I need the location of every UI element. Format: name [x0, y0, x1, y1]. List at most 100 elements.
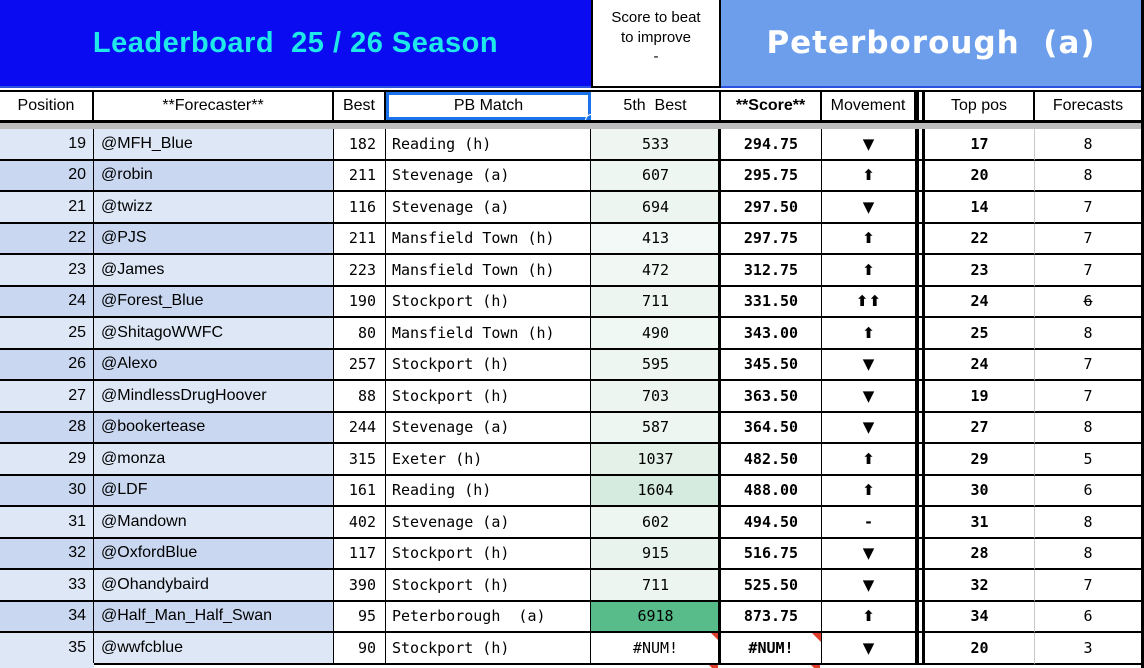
fifth-best-cell[interactable]: 1604 [591, 475, 721, 507]
movement-cell[interactable]: ⬆ [822, 160, 916, 192]
best-cell[interactable]: 117 [334, 538, 386, 570]
forecaster-cell[interactable]: @monza [94, 444, 334, 476]
score-cell[interactable]: 364.50 [718, 412, 822, 444]
position-cell[interactable]: 30 [0, 475, 94, 507]
pb-match-cell[interactable]: Stevenage (a) [386, 412, 591, 444]
movement-cell[interactable]: ▼ [822, 538, 916, 570]
position-cell[interactable]: 26 [0, 349, 94, 381]
header-movement[interactable]: Movement [822, 92, 916, 120]
pb-match-cell[interactable]: Stockport (h) [386, 633, 591, 665]
movement-cell[interactable]: ⬆ [822, 475, 916, 507]
pb-match-cell[interactable]: Stevenage (a) [386, 160, 591, 192]
season-title-cell[interactable]: Leaderboard 25 / 26 Season [0, 0, 591, 88]
forecasts-cell[interactable]: 6 [1035, 286, 1141, 318]
pb-match-cell[interactable]: Mansfield Town (h) [386, 318, 591, 350]
movement-cell[interactable]: ⬆ [822, 223, 916, 255]
score-cell[interactable]: 312.75 [718, 255, 822, 287]
score-cell[interactable]: 297.75 [718, 223, 822, 255]
header-score[interactable]: **Score** [721, 92, 822, 120]
best-cell[interactable]: 211 [334, 160, 386, 192]
best-cell[interactable]: 190 [334, 286, 386, 318]
header-pb-match-selected-cell[interactable]: PB Match [386, 92, 591, 120]
position-cell[interactable]: 27 [0, 381, 94, 413]
score-cell[interactable]: 363.50 [718, 381, 822, 413]
movement-cell[interactable]: ⬆ [822, 444, 916, 476]
header-fifth-best[interactable]: 5th Best [591, 92, 721, 120]
movement-cell[interactable]: ▼ [822, 192, 916, 224]
score-cell[interactable]: 345.50 [718, 349, 822, 381]
position-cell[interactable]: 28 [0, 412, 94, 444]
forecasts-cell[interactable]: 6 [1035, 475, 1141, 507]
forecasts-cell[interactable]: 8 [1035, 538, 1141, 570]
header-top-pos[interactable]: Top pos [925, 92, 1035, 120]
best-cell[interactable]: 95 [334, 601, 386, 633]
forecaster-cell[interactable]: @Alexo [94, 349, 334, 381]
position-cell[interactable]: 33 [0, 570, 94, 602]
fifth-best-cell[interactable]: 490 [591, 318, 721, 350]
best-cell[interactable]: 402 [334, 507, 386, 539]
best-cell[interactable]: 88 [334, 381, 386, 413]
score-cell[interactable]: #NUM! [718, 633, 822, 665]
fifth-best-cell[interactable]: 711 [591, 570, 721, 602]
fifth-best-cell[interactable]: #NUM! [591, 633, 721, 665]
best-cell[interactable]: 161 [334, 475, 386, 507]
pb-match-cell[interactable]: Stockport (h) [386, 349, 591, 381]
frozen-row-bar[interactable] [0, 123, 1141, 129]
fifth-best-cell[interactable]: 587 [591, 412, 721, 444]
top-pos-cell[interactable]: 29 [925, 444, 1035, 476]
header-forecaster[interactable]: **Forecaster** [94, 92, 334, 120]
top-pos-cell[interactable]: 23 [925, 255, 1035, 287]
fifth-best-cell[interactable]: 533 [591, 129, 721, 161]
forecasts-cell[interactable]: 7 [1035, 192, 1141, 224]
score-cell[interactable]: 482.50 [718, 444, 822, 476]
top-pos-cell[interactable]: 27 [925, 412, 1035, 444]
forecaster-cell[interactable]: @Mandown [94, 507, 334, 539]
movement-cell[interactable]: ▼ [822, 570, 916, 602]
top-pos-cell[interactable]: 24 [925, 349, 1035, 381]
movement-cell[interactable]: - [822, 507, 916, 539]
top-pos-cell[interactable]: 17 [925, 129, 1035, 161]
forecasts-cell[interactable]: 7 [1035, 349, 1141, 381]
position-cell[interactable]: 20 [0, 160, 94, 192]
score-to-beat-cell[interactable]: Score to beat to improve - [591, 0, 721, 88]
forecasts-cell[interactable]: 6 [1035, 601, 1141, 633]
movement-cell[interactable]: ⬆ [822, 255, 916, 287]
forecaster-cell[interactable]: @ShitagoWWFC [94, 318, 334, 350]
forecaster-cell[interactable]: @robin [94, 160, 334, 192]
forecaster-cell[interactable]: @OxfordBlue [94, 538, 334, 570]
position-cell[interactable]: 24 [0, 286, 94, 318]
forecaster-cell[interactable]: @Forest_Blue [94, 286, 334, 318]
fifth-best-cell[interactable]: 703 [591, 381, 721, 413]
best-cell[interactable]: 257 [334, 349, 386, 381]
forecasts-cell[interactable]: 8 [1035, 507, 1141, 539]
selection-handle-icon[interactable] [585, 114, 591, 120]
score-cell[interactable]: 488.00 [718, 475, 822, 507]
forecasts-cell[interactable]: 7 [1035, 223, 1141, 255]
best-cell[interactable]: 116 [334, 192, 386, 224]
top-pos-cell[interactable]: 32 [925, 570, 1035, 602]
position-cell[interactable]: 35 [0, 633, 94, 665]
top-pos-cell[interactable]: 34 [925, 601, 1035, 633]
movement-cell[interactable]: ▼ [822, 633, 916, 665]
top-pos-cell[interactable]: 19 [925, 381, 1035, 413]
position-cell[interactable]: 25 [0, 318, 94, 350]
pb-match-cell[interactable]: Stevenage (a) [386, 507, 591, 539]
position-cell[interactable]: 31 [0, 507, 94, 539]
best-cell[interactable]: 80 [334, 318, 386, 350]
pb-match-cell[interactable]: Reading (h) [386, 129, 591, 161]
forecaster-cell[interactable]: @PJS [94, 223, 334, 255]
position-cell[interactable]: 22 [0, 223, 94, 255]
best-cell[interactable]: 390 [334, 570, 386, 602]
fixture-cell[interactable]: Peterborough (a) [721, 0, 1141, 88]
fifth-best-cell[interactable]: 472 [591, 255, 721, 287]
top-pos-cell[interactable]: 25 [925, 318, 1035, 350]
pb-match-cell[interactable]: Reading (h) [386, 475, 591, 507]
movement-cell[interactable]: ⬆⬆ [822, 286, 916, 318]
movement-cell[interactable]: ▼ [822, 349, 916, 381]
fifth-best-cell[interactable]: 413 [591, 223, 721, 255]
score-cell[interactable]: 331.50 [718, 286, 822, 318]
best-cell[interactable]: 244 [334, 412, 386, 444]
forecaster-cell[interactable]: @bookertease [94, 412, 334, 444]
fifth-best-cell[interactable]: 711 [591, 286, 721, 318]
movement-cell[interactable]: ▼ [822, 129, 916, 161]
